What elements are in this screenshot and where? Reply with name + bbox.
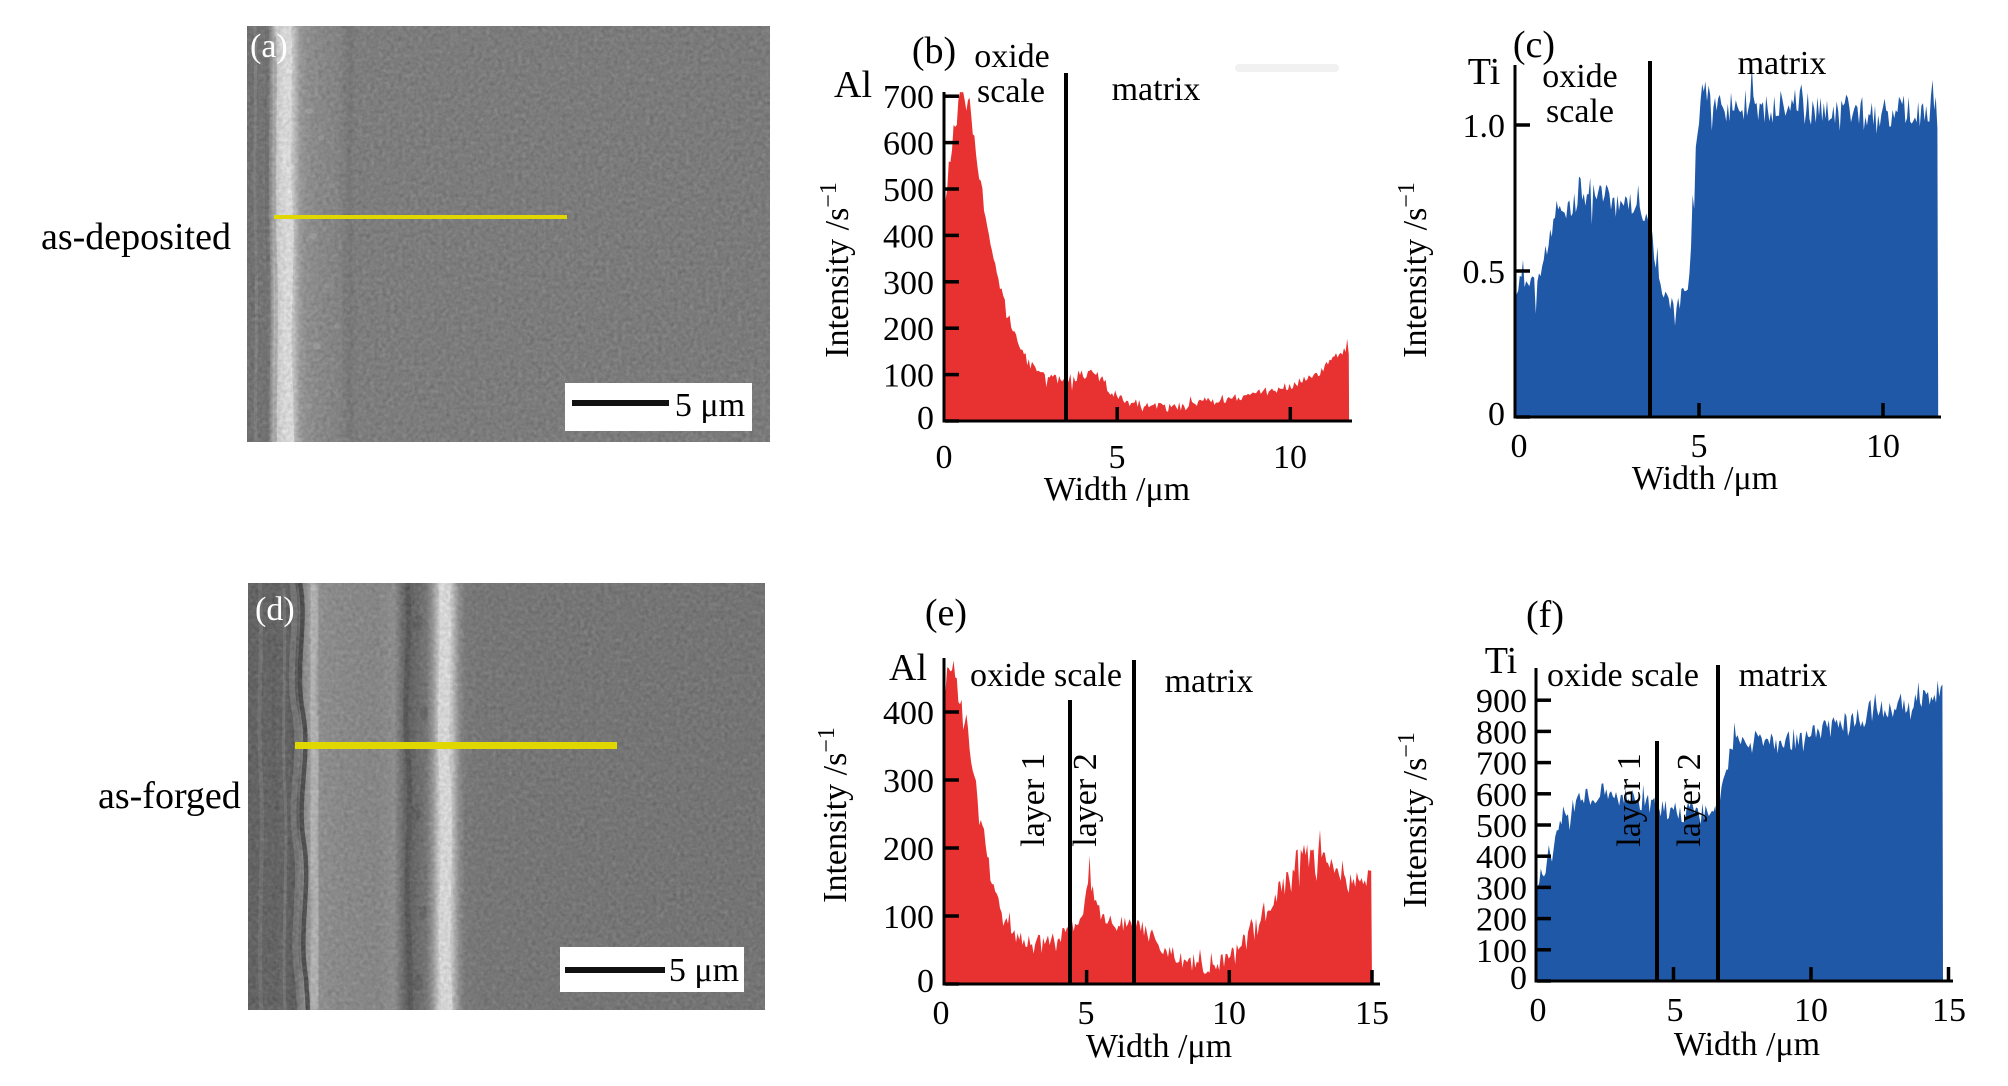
svg-text:0: 0 <box>917 400 934 437</box>
svg-text:200: 200 <box>883 311 934 348</box>
svg-text:0: 0 <box>1511 428 1528 465</box>
svg-text:5 μm: 5 μm <box>675 387 745 424</box>
svg-text:matrix: matrix <box>1739 657 1828 694</box>
svg-text:15: 15 <box>1355 995 1389 1032</box>
svg-text:Width /μm: Width /μm <box>1044 471 1190 508</box>
svg-text:5: 5 <box>1691 428 1708 465</box>
svg-text:10: 10 <box>1212 995 1246 1032</box>
svg-text:15: 15 <box>1932 992 1966 1029</box>
svg-text:300: 300 <box>883 265 934 302</box>
svg-text:Intensity /s−1: Intensity /s−1 <box>818 727 854 903</box>
svg-text:100: 100 <box>883 899 934 936</box>
svg-text:0.5: 0.5 <box>1463 254 1506 291</box>
svg-text:scale: scale <box>977 73 1045 110</box>
svg-text:700: 700 <box>1476 746 1527 783</box>
svg-text:900: 900 <box>1476 683 1527 720</box>
svg-text:400: 400 <box>1476 839 1527 876</box>
svg-text:700: 700 <box>883 79 934 116</box>
svg-text:(a): (a) <box>250 28 288 65</box>
svg-text:200: 200 <box>1476 902 1527 939</box>
svg-text:5: 5 <box>1078 995 1095 1032</box>
svg-text:10: 10 <box>1866 428 1900 465</box>
svg-text:(c): (c) <box>1513 24 1555 66</box>
svg-text:0: 0 <box>1530 992 1547 1029</box>
svg-text:matrix: matrix <box>1165 663 1254 700</box>
svg-text:0: 0 <box>917 963 934 1000</box>
svg-text:5: 5 <box>1109 439 1126 476</box>
svg-text:1.0: 1.0 <box>1463 108 1506 145</box>
svg-text:layer 2: layer 2 <box>1671 753 1708 846</box>
svg-text:0: 0 <box>936 439 953 476</box>
svg-text:500: 500 <box>883 172 934 209</box>
svg-text:5: 5 <box>1667 992 1684 1029</box>
svg-text:scale: scale <box>1546 93 1614 130</box>
svg-text:100: 100 <box>1476 933 1527 970</box>
svg-text:(e): (e) <box>925 592 967 634</box>
svg-text:300: 300 <box>883 763 934 800</box>
svg-text:Ti: Ti <box>1485 640 1517 682</box>
svg-text:Ti: Ti <box>1468 51 1500 93</box>
svg-text:Intensity /s−1: Intensity /s−1 <box>1398 182 1434 358</box>
svg-text:layer 2: layer 2 <box>1067 753 1104 846</box>
svg-text:100: 100 <box>883 358 934 395</box>
svg-text:Intensity /s−1: Intensity /s−1 <box>820 182 856 358</box>
svg-text:matrix: matrix <box>1738 45 1827 82</box>
svg-text:0: 0 <box>933 995 950 1032</box>
svg-text:layer 1: layer 1 <box>1015 753 1052 846</box>
svg-text:5 μm: 5 μm <box>669 952 739 989</box>
svg-text:matrix: matrix <box>1112 71 1201 108</box>
svg-text:600: 600 <box>1476 777 1527 814</box>
svg-text:Al: Al <box>834 64 872 106</box>
svg-text:300: 300 <box>1476 870 1527 907</box>
svg-text:0: 0 <box>1488 396 1505 433</box>
svg-text:400: 400 <box>883 695 934 732</box>
svg-text:oxide scale: oxide scale <box>970 657 1122 694</box>
svg-text:oxide scale: oxide scale <box>1547 657 1699 694</box>
svg-text:oxide: oxide <box>1542 58 1618 95</box>
svg-text:(f): (f) <box>1526 594 1564 636</box>
svg-text:800: 800 <box>1476 714 1527 751</box>
svg-text:10: 10 <box>1273 439 1307 476</box>
svg-text:oxide: oxide <box>974 38 1050 75</box>
svg-text:Width /μm: Width /μm <box>1632 460 1778 497</box>
svg-text:(d): (d) <box>255 591 295 628</box>
svg-text:10: 10 <box>1794 992 1828 1029</box>
svg-text:400: 400 <box>883 218 934 255</box>
svg-text:Width /μm: Width /μm <box>1086 1028 1232 1065</box>
svg-text:Width /μm: Width /μm <box>1674 1026 1820 1063</box>
svg-text:0: 0 <box>1510 960 1527 997</box>
svg-text:Intensity /s−1: Intensity /s−1 <box>1398 732 1434 908</box>
svg-text:200: 200 <box>883 831 934 868</box>
svg-text:layer 1: layer 1 <box>1611 753 1648 846</box>
svg-text:600: 600 <box>883 126 934 163</box>
svg-text:500: 500 <box>1476 808 1527 845</box>
svg-text:Al: Al <box>889 647 927 689</box>
svg-text:(b): (b) <box>912 30 956 72</box>
